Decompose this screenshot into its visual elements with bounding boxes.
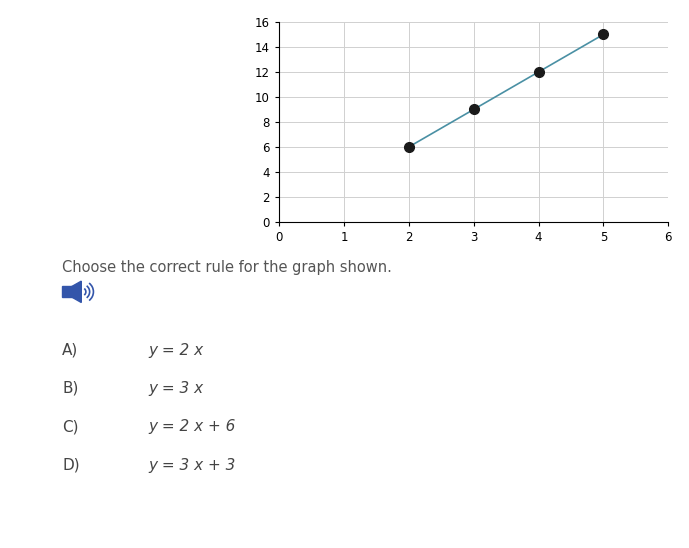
- Text: y = 2 x + 6: y = 2 x + 6: [148, 419, 236, 434]
- Text: y = 3 x: y = 3 x: [148, 381, 203, 396]
- Point: [598, 30, 609, 39]
- Text: y = 2 x: y = 2 x: [148, 342, 203, 357]
- Point: [468, 105, 479, 114]
- Text: C): C): [62, 419, 79, 434]
- Point: [533, 67, 544, 76]
- Text: y = 3 x + 3: y = 3 x + 3: [148, 458, 236, 472]
- Text: B): B): [62, 381, 79, 396]
- Polygon shape: [62, 287, 72, 297]
- Polygon shape: [72, 281, 81, 302]
- Point: [403, 142, 414, 151]
- Text: D): D): [62, 458, 80, 472]
- Text: Choose the correct rule for the graph shown.: Choose the correct rule for the graph sh…: [62, 260, 392, 275]
- Text: A): A): [62, 342, 79, 357]
